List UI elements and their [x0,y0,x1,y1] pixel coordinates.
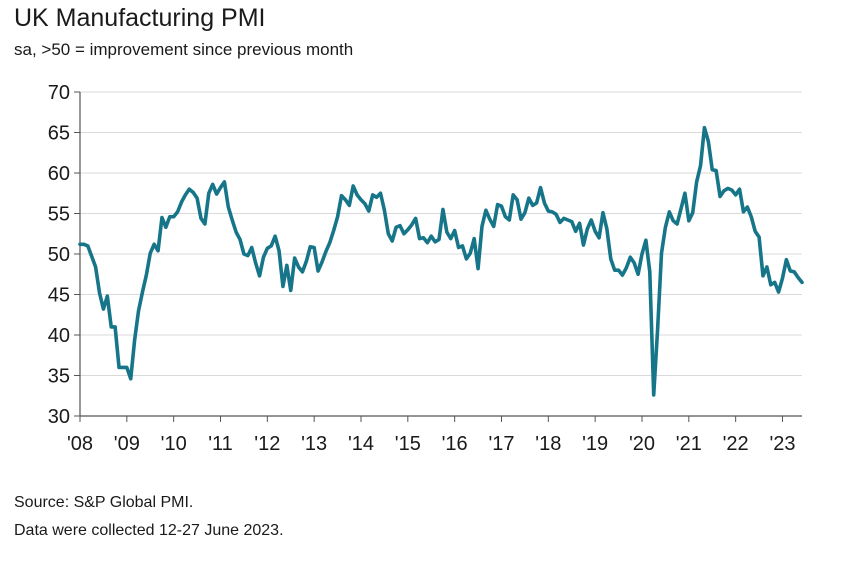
y-tick-label: 30 [48,406,70,428]
x-tick-label: '17 [488,433,514,455]
y-tick-label: 50 [48,244,70,266]
collection-note: Data were collected 12-27 June 2023. [14,522,284,539]
y-tick-label: 55 [48,204,70,226]
pmi-series-line [78,125,804,397]
x-tick-label: '08 [67,433,93,455]
x-tick-label: '21 [676,433,702,455]
x-tick-label: '14 [348,433,374,455]
y-tick-label: 65 [48,123,70,145]
source-note: Source: S&P Global PMI. [14,494,194,511]
x-tick-label: '18 [535,433,561,455]
x-tick-label: '22 [723,433,749,455]
y-tick-label: 60 [48,163,70,185]
x-tick-label: '20 [629,433,655,455]
chart-title: UK Manufacturing PMI [14,4,266,32]
x-tick-label: '13 [301,433,327,455]
y-tick-label: 70 [48,82,70,104]
x-tick-label: '11 [208,433,233,455]
chart-subtitle: sa, >50 = improvement since previous mon… [14,40,354,59]
x-tick-label: '16 [442,433,468,455]
y-tick-label: 35 [48,366,70,388]
y-tick-label: 45 [48,285,70,307]
x-tick-label: '10 [161,433,187,455]
y-tick-label: 40 [48,325,70,347]
x-tick-label: '09 [114,433,140,455]
x-tick-label: '15 [395,433,421,455]
x-tick-label: '12 [254,433,280,455]
x-tick-label: '23 [769,433,795,455]
pmi-line-chart: 30 35 40 45 50 55 60 65 70 '08 '09 '10 '11 '12 '13 '14 '… [48,82,804,455]
x-tick-label: '19 [582,433,608,455]
